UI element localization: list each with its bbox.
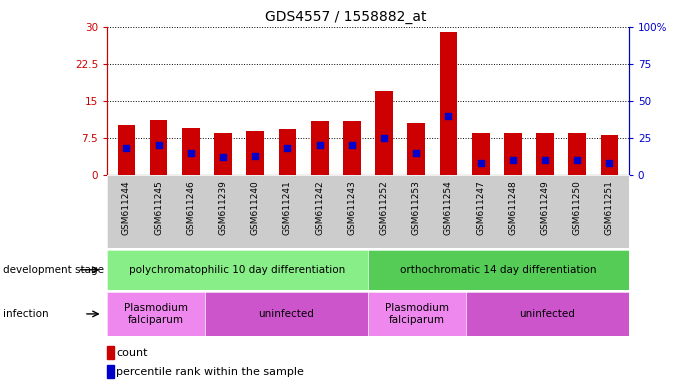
Bar <box>569 133 586 175</box>
Bar <box>117 126 135 175</box>
Point <box>507 157 518 163</box>
Text: GSM611254: GSM611254 <box>444 180 453 235</box>
Point <box>443 113 454 119</box>
Text: uninfected: uninfected <box>258 309 314 319</box>
Text: percentile rank within the sample: percentile rank within the sample <box>117 367 304 377</box>
Text: polychromatophilic 10 day differentiation: polychromatophilic 10 day differentiatio… <box>129 265 346 275</box>
Point <box>604 160 615 166</box>
Text: GSM611245: GSM611245 <box>154 180 163 235</box>
Point <box>379 135 390 141</box>
Point <box>346 142 357 148</box>
Text: GSM611241: GSM611241 <box>283 180 292 235</box>
Text: GSM611249: GSM611249 <box>540 180 549 235</box>
Point <box>571 157 583 163</box>
Bar <box>439 32 457 175</box>
Point <box>475 160 486 166</box>
Point <box>218 154 229 160</box>
Text: GSM611239: GSM611239 <box>218 180 227 235</box>
Point <box>282 145 293 151</box>
Text: uninfected: uninfected <box>520 309 575 319</box>
Bar <box>600 135 618 175</box>
Bar <box>504 133 522 175</box>
Text: GDS4557 / 1558882_at: GDS4557 / 1558882_at <box>265 10 426 23</box>
Point <box>314 142 325 148</box>
Text: GSM611251: GSM611251 <box>605 180 614 235</box>
Bar <box>311 121 328 175</box>
Text: Plasmodium
falciparum: Plasmodium falciparum <box>124 303 188 325</box>
Text: orthochromatic 14 day differentiation: orthochromatic 14 day differentiation <box>400 265 596 275</box>
Bar <box>472 133 489 175</box>
Text: GSM611252: GSM611252 <box>379 180 388 235</box>
Text: GSM611250: GSM611250 <box>573 180 582 235</box>
Point <box>185 149 196 156</box>
Text: development stage: development stage <box>3 265 104 275</box>
Text: GSM611247: GSM611247 <box>476 180 485 235</box>
Text: infection: infection <box>3 309 49 319</box>
Bar <box>536 133 554 175</box>
Bar <box>375 91 393 175</box>
Bar <box>343 121 361 175</box>
Text: GSM611253: GSM611253 <box>412 180 421 235</box>
Bar <box>247 131 264 175</box>
Point <box>121 145 132 151</box>
Text: GSM611244: GSM611244 <box>122 180 131 235</box>
Point <box>410 149 422 156</box>
Point <box>540 157 551 163</box>
Bar <box>107 365 114 378</box>
Text: GSM611248: GSM611248 <box>509 180 518 235</box>
Bar <box>278 129 296 175</box>
Bar <box>408 123 425 175</box>
Text: GSM611240: GSM611240 <box>251 180 260 235</box>
Text: GSM611246: GSM611246 <box>187 180 196 235</box>
Text: GSM611243: GSM611243 <box>348 180 357 235</box>
Point <box>153 142 164 148</box>
Bar <box>214 133 232 175</box>
Point <box>249 152 261 159</box>
Text: count: count <box>117 348 148 358</box>
Text: Plasmodium
falciparum: Plasmodium falciparum <box>385 303 449 325</box>
Bar <box>182 128 200 175</box>
Bar <box>150 119 167 175</box>
Text: GSM611242: GSM611242 <box>315 180 324 235</box>
Bar <box>107 346 114 359</box>
